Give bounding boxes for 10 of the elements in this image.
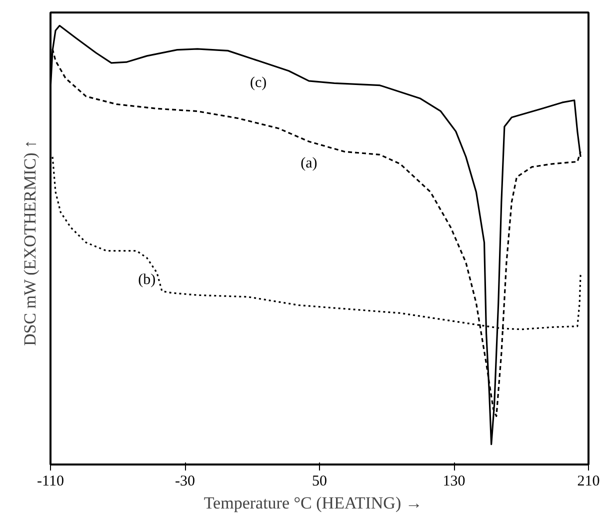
x-tick-label: 50 [312,474,327,490]
x-tick-label: -30 [175,474,195,490]
x-tick-label: 130 [442,474,466,490]
y-axis-title: DSC mW (EXOTHERMIC) ↑ [20,140,40,346]
x-axis-title: Temperature °C (HEATING) → [204,494,422,512]
series-label: (a) [300,156,318,172]
x-tick-label: -110 [37,474,64,490]
series-label: (c) [250,74,267,91]
x-tick-label: 210 [577,474,600,490]
series-label: (b) [138,272,156,288]
